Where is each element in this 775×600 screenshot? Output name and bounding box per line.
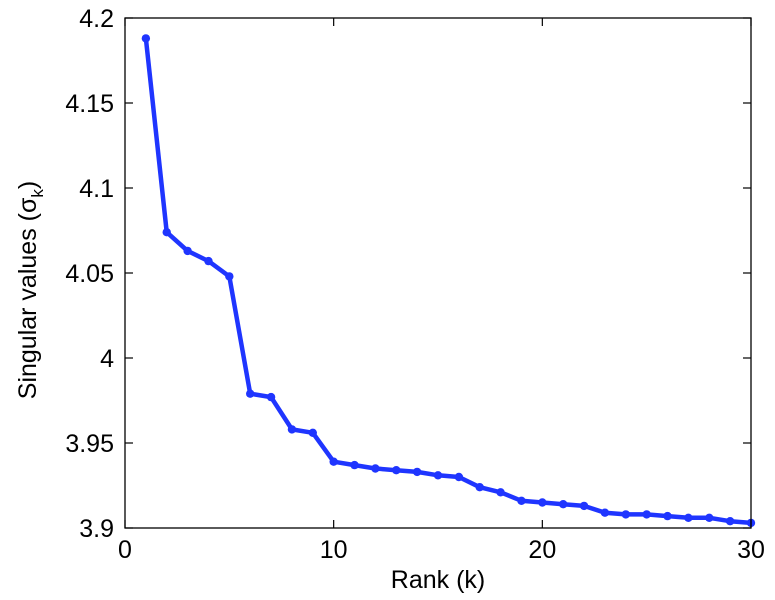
data-point: [725, 517, 735, 526]
y-axis-title-subscript: k: [28, 189, 47, 198]
axes: 3.9 3.95 4 4.05 4.1 4.15 4.2 0 10 20 30: [65, 5, 765, 564]
data-point: [266, 392, 276, 402]
data-point: [392, 466, 401, 475]
y-tick-label: 4.1: [79, 175, 114, 203]
y-tick-label: 4.05: [65, 260, 114, 288]
data-point: [246, 389, 255, 398]
data-point: [579, 501, 589, 511]
data-point: [684, 513, 693, 522]
plot-area: [141, 34, 756, 528]
data-point: [350, 460, 359, 470]
data-point: [559, 500, 568, 509]
x-tick-label: 20: [528, 536, 556, 564]
x-tick-label: 0: [118, 536, 132, 564]
data-point: [475, 483, 484, 492]
data-point: [600, 508, 610, 517]
y-axis-title-close: ): [14, 181, 42, 189]
data-point: [454, 472, 464, 482]
y-tick-label: 4: [100, 345, 114, 373]
data-point: [538, 498, 547, 507]
data-point: [433, 471, 443, 480]
data-point: [412, 467, 422, 477]
data-point: [517, 496, 526, 505]
data-point: [162, 228, 171, 237]
x-tick-label: 10: [320, 536, 348, 564]
data-point: [496, 488, 505, 497]
data-point: [621, 510, 630, 519]
data-point: [705, 513, 714, 522]
data-point: [225, 272, 234, 281]
data-point: [308, 428, 317, 437]
data-point: [183, 246, 192, 256]
y-axis-title: Singular values (σk): [14, 181, 47, 399]
y-axis-title-main: Singular values (σ: [14, 197, 42, 399]
data-point: [141, 34, 151, 43]
y-tick-label: 3.95: [65, 430, 114, 458]
y-tick-label: 4.2: [79, 5, 114, 33]
data-point: [329, 457, 338, 466]
y-tick-label: 4.15: [65, 90, 114, 118]
data-point: [663, 511, 672, 521]
x-axis-title: Rank (k): [391, 566, 485, 594]
data-point: [642, 510, 651, 519]
data-point: [371, 464, 380, 473]
x-tick-label: 30: [737, 536, 765, 564]
data-point: [287, 425, 297, 434]
y-tick-label: 3.9: [79, 515, 114, 543]
data-point: [204, 256, 213, 266]
